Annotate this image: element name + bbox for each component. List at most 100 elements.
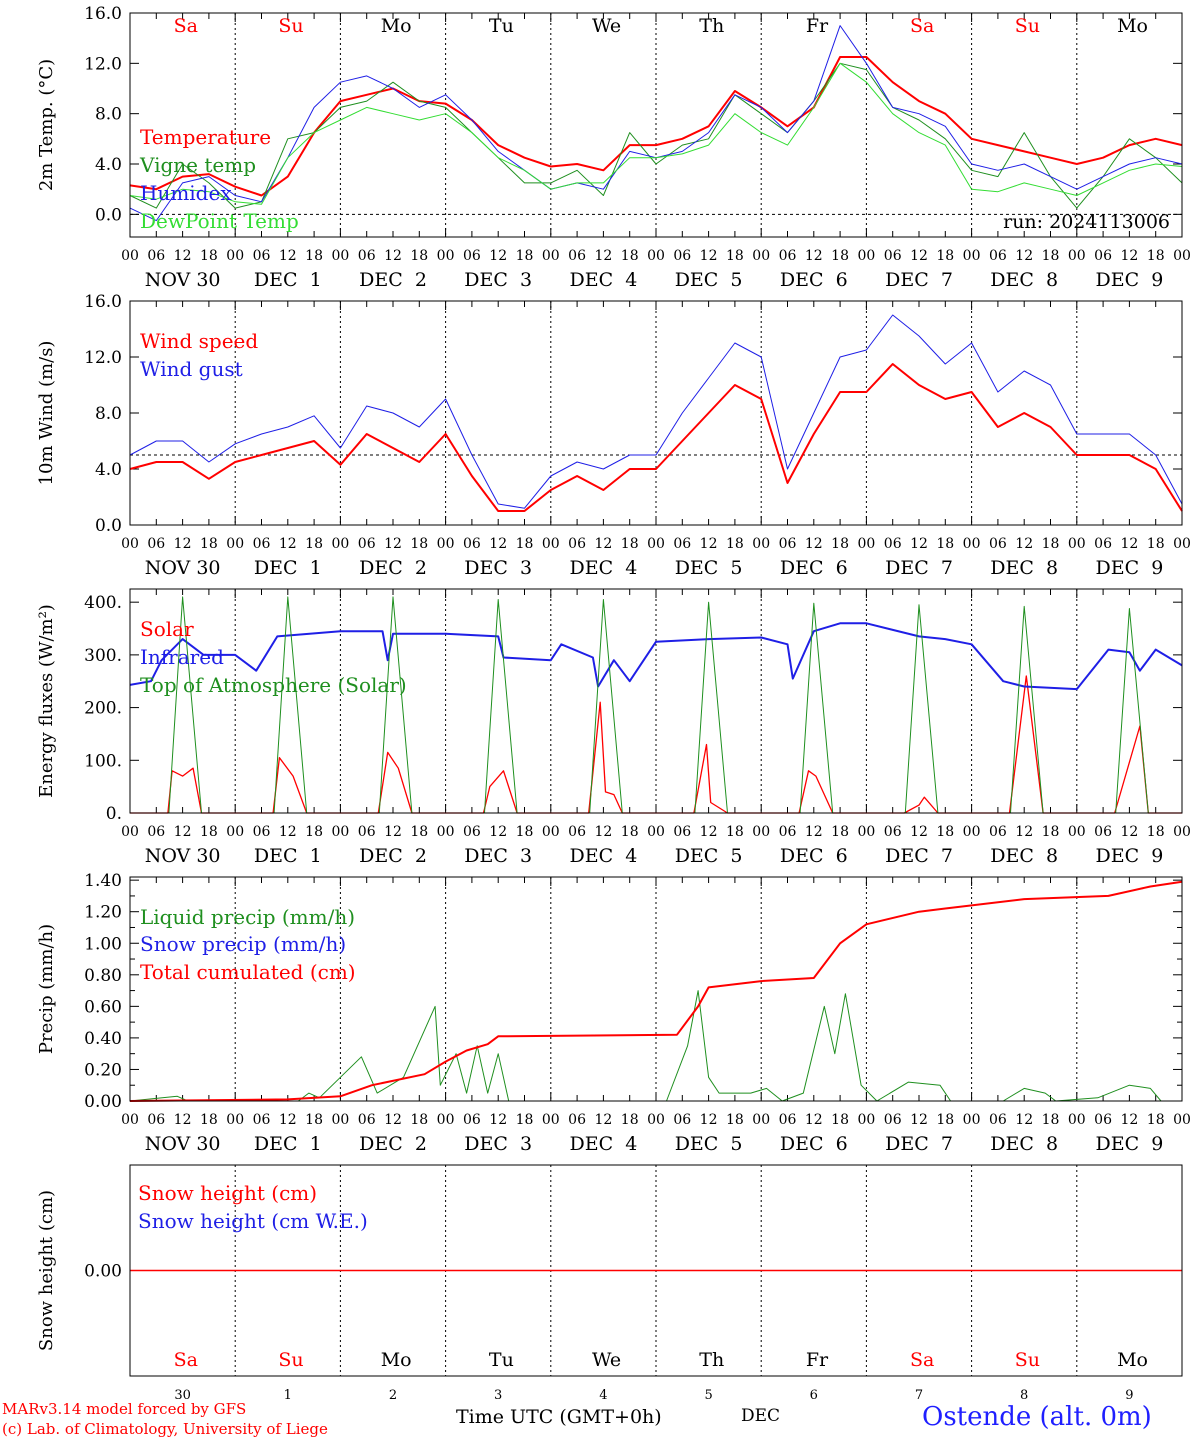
date-label: DEC 8 [990, 845, 1058, 867]
y-tick-label: 100. [84, 751, 122, 771]
hour-tick-label: 06 [358, 1112, 376, 1128]
hour-tick-label: 12 [805, 824, 823, 840]
date-label: DEC 4 [569, 1133, 637, 1155]
hour-tick-label: 00 [331, 824, 349, 840]
hour-tick-label: 00 [1068, 248, 1086, 264]
legend-entry: Temperature [140, 125, 271, 149]
hour-tick-label: 00 [1173, 824, 1191, 840]
y-tick-label: 0.60 [84, 997, 122, 1017]
date-label: DEC 7 [885, 557, 953, 579]
hour-tick-label: 12 [174, 1112, 192, 1128]
hour-tick-label: 06 [673, 536, 691, 552]
y-tick-label: 200. [84, 699, 122, 719]
date-label: DEC 9 [1095, 557, 1163, 579]
date-label: DEC 6 [780, 557, 848, 579]
weekday-label: Sa [174, 1349, 198, 1371]
hour-tick-label: 18 [410, 824, 428, 840]
hour-tick-label: 00 [121, 1112, 139, 1128]
hour-tick-label: 06 [358, 536, 376, 552]
y-tick-label: 8.0 [95, 404, 122, 424]
series-line [129, 990, 1182, 1102]
hour-tick-label: 12 [489, 824, 507, 840]
hour-tick-label: 12 [700, 248, 718, 264]
hour-tick-label: 00 [857, 248, 875, 264]
hour-tick-label: 12 [279, 1112, 297, 1128]
legend-entry: Snow height (cm W.E.) [138, 1209, 368, 1233]
hour-tick-label: 12 [489, 248, 507, 264]
y-tick-label: 12.0 [84, 54, 122, 74]
hour-tick-label: 12 [1120, 248, 1138, 264]
legend-entry: Liquid precip (mm/h) [140, 905, 355, 929]
panel-1: 16.0 12.0 8.0 4.0 0.0 2m Temp. (°C) 00 06 12 18 NO… [36, 4, 1191, 291]
hour-tick-label: 00 [647, 248, 665, 264]
hour-tick-label: 18 [936, 248, 954, 264]
hour-tick-label: 06 [253, 536, 271, 552]
day-number-label: 8 [1020, 1388, 1028, 1403]
hour-tick-label: 06 [779, 248, 797, 264]
hour-tick-label: 18 [621, 248, 639, 264]
y-tick-label: 300. [84, 646, 122, 666]
weekday-label: Su [278, 1349, 303, 1371]
date-label: DEC 6 [780, 845, 848, 867]
hour-tick-label: 06 [463, 824, 481, 840]
plot-frame [129, 588, 1183, 814]
hour-tick-label: 06 [358, 248, 376, 264]
hour-tick-label: 06 [1094, 536, 1112, 552]
hour-tick-label: 12 [910, 248, 928, 264]
hour-tick-label: 18 [305, 1112, 323, 1128]
hour-tick-label: 00 [963, 248, 981, 264]
hour-tick-label: 12 [700, 824, 718, 840]
date-label: DEC 5 [675, 845, 743, 867]
hour-tick-label: 06 [1094, 248, 1112, 264]
hour-tick-label: 06 [463, 248, 481, 264]
day-number-label: 7 [915, 1388, 923, 1403]
hour-tick-label: 12 [805, 536, 823, 552]
hour-tick-label: 06 [673, 1112, 691, 1128]
date-label: DEC 8 [990, 269, 1058, 291]
station-name: Ostende (alt. 0m) [922, 1402, 1152, 1432]
day-number-label: 30 [174, 1388, 191, 1403]
hour-tick-label: 00 [331, 1112, 349, 1128]
hour-tick-label: 00 [647, 536, 665, 552]
hour-tick-label: 00 [1173, 536, 1191, 552]
weekday-label: Sa [910, 1349, 934, 1371]
hour-tick-label: 06 [779, 824, 797, 840]
y-tick-label: 4.0 [95, 460, 122, 480]
date-label: DEC 3 [464, 557, 532, 579]
series-line [129, 363, 1183, 512]
hour-tick-label: 12 [594, 536, 612, 552]
hour-tick-label: 00 [963, 824, 981, 840]
weekday-label: Fr [806, 15, 829, 37]
hour-tick-label: 00 [331, 248, 349, 264]
hour-tick-label: 06 [253, 1112, 271, 1128]
hour-tick-label: 12 [805, 1112, 823, 1128]
hour-tick-label: 00 [437, 824, 455, 840]
day-number-label: 5 [704, 1388, 712, 1403]
plot-frame [129, 876, 1183, 1102]
hour-tick-label: 00 [752, 536, 770, 552]
date-label: DEC 1 [254, 845, 322, 867]
hour-tick-label: 12 [279, 824, 297, 840]
y-tick-label: 12.0 [84, 348, 122, 368]
hour-tick-label: 12 [910, 1112, 928, 1128]
hour-tick-label: 00 [226, 248, 244, 264]
hour-tick-label: 18 [1147, 824, 1165, 840]
hour-tick-label: 18 [1147, 536, 1165, 552]
date-label: NOV 30 [145, 557, 221, 579]
legend-entry: Infrared [140, 645, 224, 669]
date-label: DEC 7 [885, 269, 953, 291]
weekday-label: Su [1015, 15, 1040, 37]
model-credit: MARv3.14 model forced by GFS [2, 1400, 247, 1418]
hour-tick-label: 18 [936, 824, 954, 840]
hour-tick-label: 06 [884, 248, 902, 264]
series-line [129, 62, 1183, 205]
date-label: DEC 9 [1095, 1133, 1163, 1155]
run-annotation: run: 2024113006 [1003, 211, 1170, 233]
hour-tick-label: 18 [1042, 536, 1060, 552]
weekday-label: Su [278, 15, 303, 37]
hour-tick-label: 12 [1120, 536, 1138, 552]
weekday-label: Tu [489, 1349, 514, 1371]
weekday-label: Mo [1117, 1349, 1148, 1371]
hour-tick-label: 06 [1094, 1112, 1112, 1128]
hour-tick-label: 18 [621, 1112, 639, 1128]
